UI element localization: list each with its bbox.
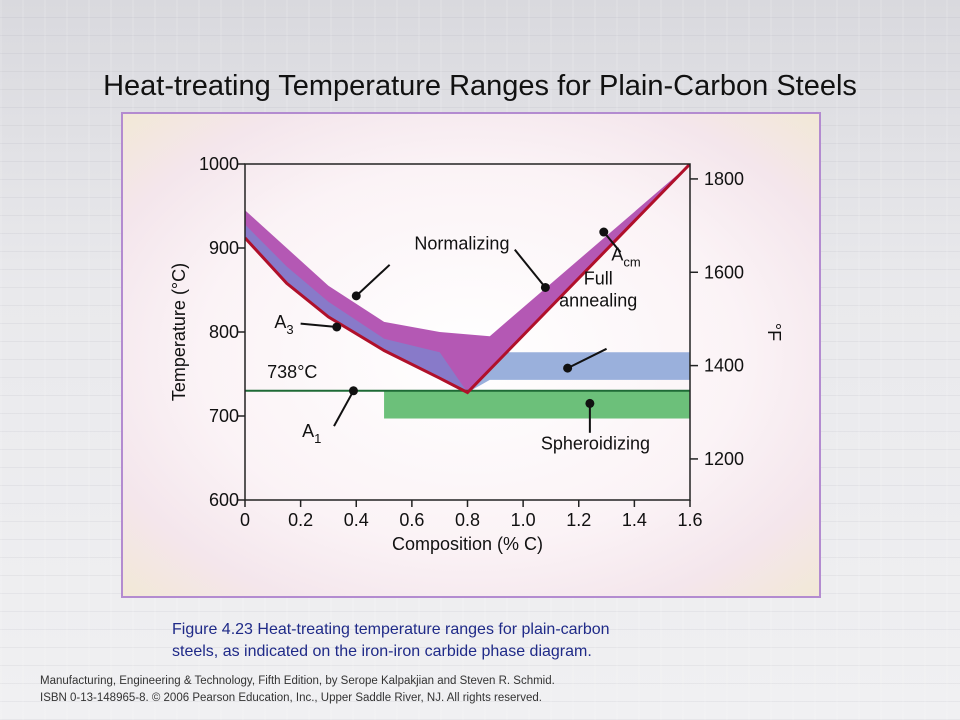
- y2-tick-label: 1600: [704, 262, 744, 282]
- y2-tick-label: 1200: [704, 449, 744, 469]
- plot-area: [245, 164, 690, 419]
- caption-line-1: Figure 4.23 Heat-treating temperature ra…: [172, 621, 610, 638]
- x-tick-label: 1.4: [622, 510, 647, 530]
- normalizing-leader: [355, 264, 391, 297]
- a-cm-marker: [599, 227, 609, 237]
- full-label-2: annealing: [559, 290, 637, 310]
- y-axis-label: Temperature (°C): [169, 263, 189, 401]
- x-tick-label: 0: [240, 510, 250, 530]
- x-tick-label: 1.0: [511, 510, 536, 530]
- spheroidizing-band: [384, 390, 690, 419]
- y2-axis-label: °F: [764, 323, 784, 341]
- phase-diagram-chart: 0 0.2 0.4 0.6 0.8 1.0 1.2 1.4 1.6 600 700 800 900 100…: [169, 154, 784, 554]
- a-1-leader: [333, 390, 355, 427]
- y2-tick-label: 1800: [704, 169, 744, 189]
- full-annealing-overlap: [245, 224, 468, 393]
- normalizing-band: [245, 164, 690, 393]
- footer-line-2: ISBN 0-13-148965-8. © 2006 Pearson Educa…: [40, 692, 542, 704]
- y-tick-label: 800: [209, 322, 239, 342]
- a-3-label: A3: [274, 312, 293, 337]
- x-tick-label: 1.2: [566, 510, 591, 530]
- x-tick-label: 1.6: [677, 510, 702, 530]
- copyright-footer: Manufacturing, Engineering & Technology,…: [40, 673, 920, 707]
- normalizing-leader2-marker: [540, 282, 550, 292]
- x-tick-label: 0.4: [344, 510, 369, 530]
- normalizing-label: Normalizing: [414, 234, 509, 254]
- normalizing-marker: [351, 291, 361, 301]
- 738-c-label: 738°C: [267, 362, 317, 382]
- spheroidizing-marker: [585, 398, 595, 408]
- x-axis-label: Composition (% C): [392, 534, 543, 554]
- y-tick-label: 700: [209, 406, 239, 426]
- footer-line-1: Manufacturing, Engineering & Technology,…: [40, 675, 555, 687]
- full-label: Full: [584, 268, 613, 288]
- a-3-leader: [300, 322, 337, 328]
- y-tick-label: 600: [209, 490, 239, 510]
- figure-frame: 0 0.2 0.4 0.6 0.8 1.0 1.2 1.4 1.6 600 700 800 900 100…: [121, 112, 821, 598]
- a-1-marker: [348, 386, 358, 396]
- y2-tick-label: 1400: [704, 356, 744, 376]
- x-tick-label: 0.2: [288, 510, 313, 530]
- a-3-marker: [332, 322, 342, 332]
- spheroidizing-label: Spheroidizing: [541, 434, 650, 454]
- normalizing-leader2-leader: [514, 249, 547, 289]
- x-tick-label: 0.6: [399, 510, 424, 530]
- caption-line-2: steels, as indicated on the iron-iron ca…: [172, 643, 592, 660]
- figure-caption: Figure 4.23 Heat-treating temperature ra…: [172, 619, 812, 663]
- a-1-label: A1: [302, 421, 321, 446]
- y-tick-label: 900: [209, 238, 239, 258]
- slide-title: Heat-treating Temperature Ranges for Pla…: [103, 70, 857, 102]
- x-tick-label: 0.8: [455, 510, 480, 530]
- full-leader: [567, 347, 608, 370]
- full-marker: [563, 363, 573, 373]
- a3-acm-boundary: [245, 164, 690, 395]
- a-cm-label: Acm: [611, 245, 640, 270]
- y-tick-label: 1000: [199, 154, 239, 174]
